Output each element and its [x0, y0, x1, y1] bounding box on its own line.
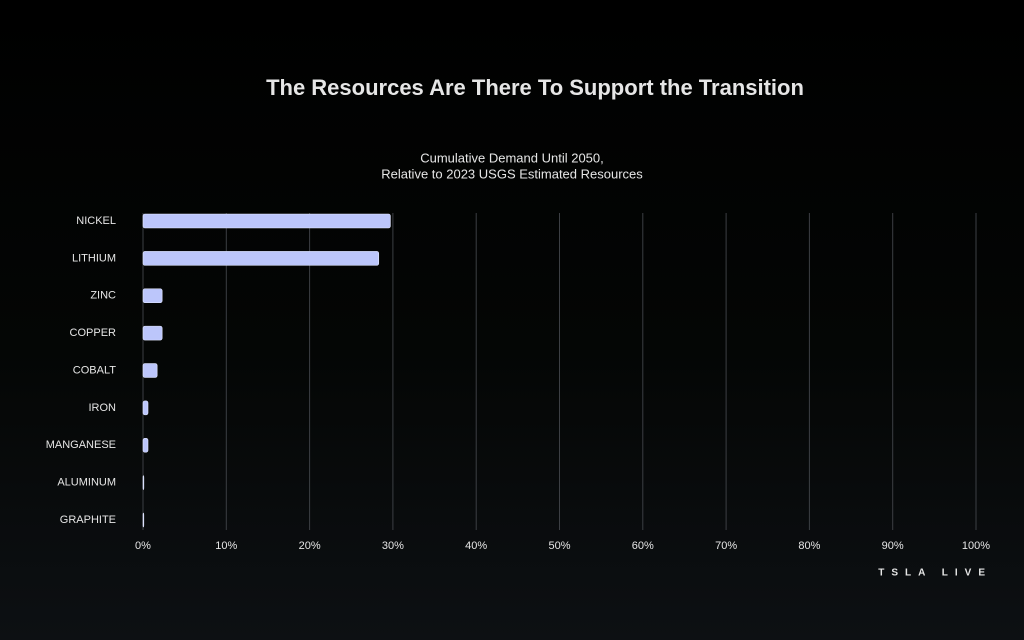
bar: [142, 512, 145, 528]
bar: [142, 475, 145, 490]
bar: [142, 288, 163, 304]
y-tick-label: GRAPHITE: [60, 514, 116, 526]
chart-title: The Resources Are There To Support the T…: [266, 75, 804, 100]
x-tick-label: 0%: [135, 540, 151, 552]
x-tick-label: 40%: [465, 540, 487, 552]
bar: [142, 363, 158, 378]
x-tick-label: 50%: [548, 540, 570, 552]
y-tick-label: MANGANESE: [46, 439, 116, 451]
chart-subtitle: Relative to 2023 USGS Estimated Resource…: [381, 166, 643, 181]
bar: [142, 437, 149, 453]
branding-logo: TSLA LIVE: [878, 568, 992, 579]
x-tick-label: 100%: [962, 540, 990, 552]
bar: [142, 213, 391, 229]
plot-area: 0% 10% 20% 30% 40% 50% 60% 70% 80% 90% 100% NICKEL L…: [46, 213, 990, 552]
x-tick-label: 70%: [715, 540, 737, 552]
bar: [142, 251, 380, 266]
y-tick-label: LITHIUM: [72, 252, 116, 264]
y-tick-label: ALUMINUM: [57, 477, 116, 489]
y-tick-label: COPPER: [70, 327, 117, 339]
x-tick-label: 20%: [299, 540, 321, 552]
y-tick-label: IRON: [89, 402, 117, 414]
x-tick-label: 80%: [798, 540, 820, 552]
bar: [142, 400, 149, 416]
y-tick-label: ZINC: [90, 290, 116, 302]
x-tick-label: 60%: [632, 540, 654, 552]
x-tick-label: 10%: [215, 540, 237, 552]
x-tick-label: 90%: [882, 540, 904, 552]
y-tick-label: COBALT: [73, 364, 116, 376]
chart-subtitle: Cumulative Demand Until 2050,: [420, 150, 604, 165]
y-tick-label: NICKEL: [76, 215, 116, 227]
x-tick-label: 30%: [382, 540, 404, 552]
bar: [142, 325, 163, 341]
